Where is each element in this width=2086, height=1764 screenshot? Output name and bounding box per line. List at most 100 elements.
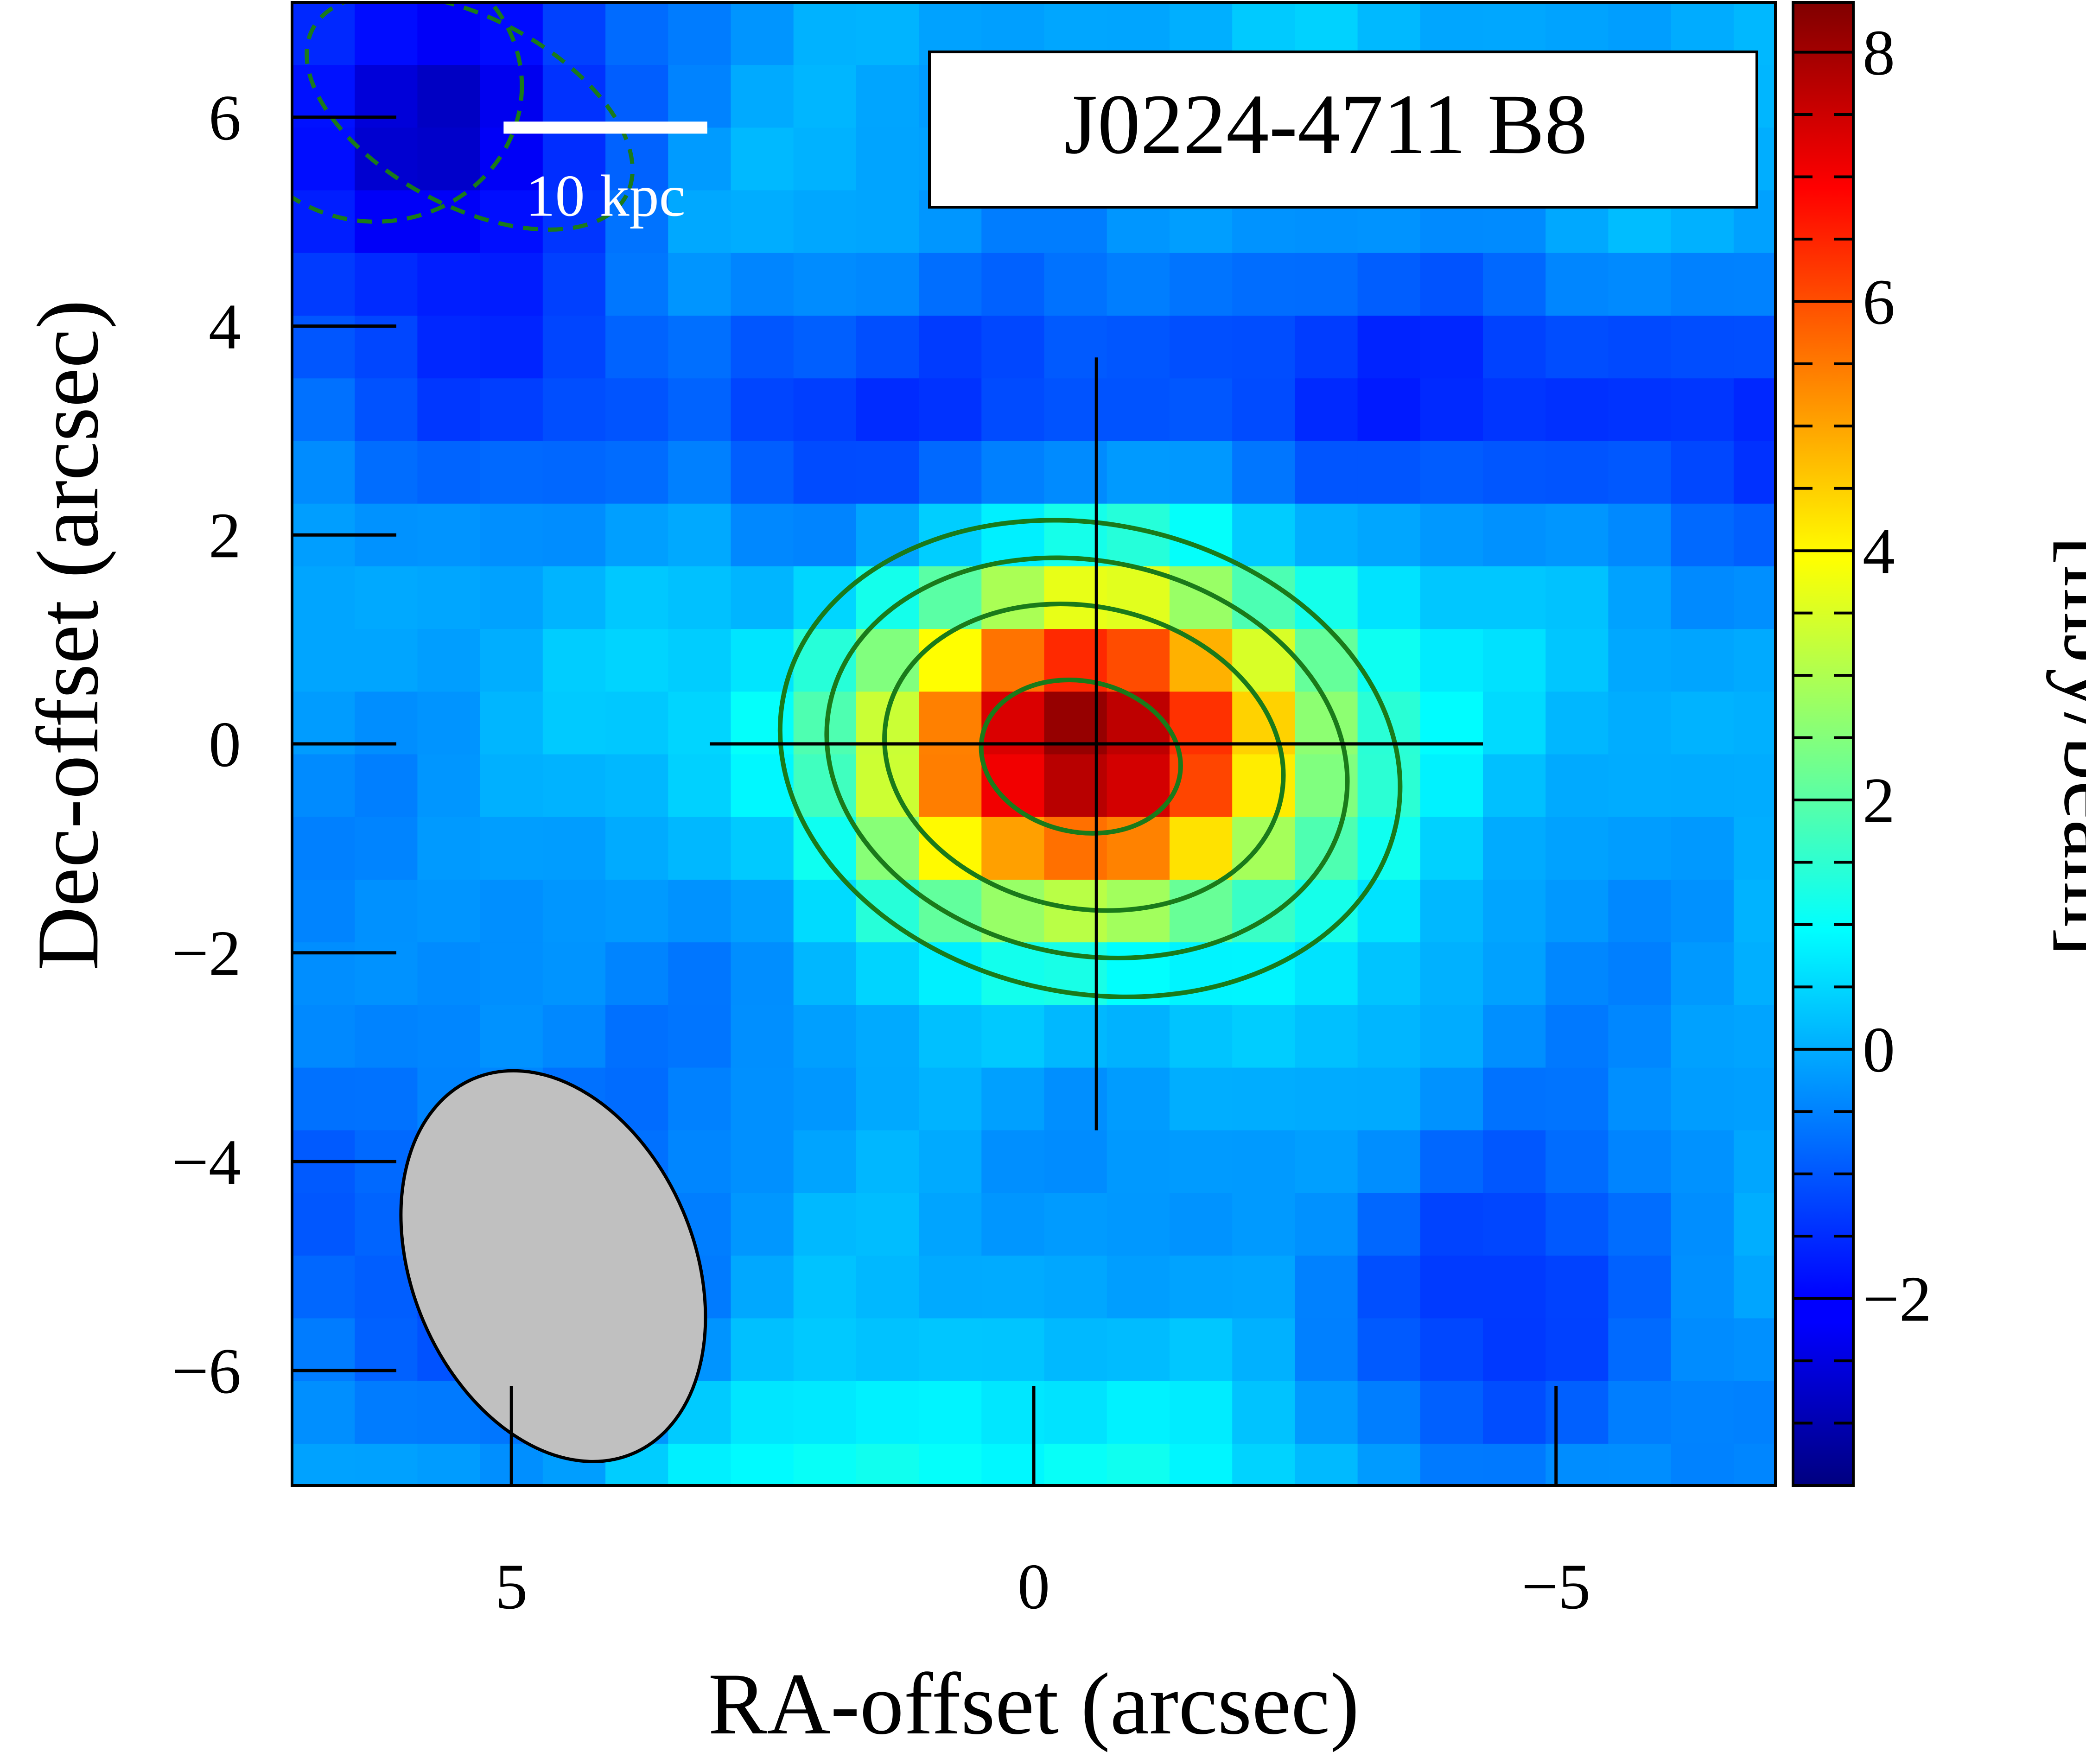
heatmap-cell xyxy=(1170,1005,1233,1068)
heatmap-cell xyxy=(668,1130,731,1193)
heatmap-cell xyxy=(292,253,356,316)
heatmap-cell xyxy=(919,1381,982,1444)
heatmap-cell xyxy=(731,190,794,254)
heatmap-cell xyxy=(1796,1506,1859,1569)
heatmap-cell xyxy=(793,1130,857,1193)
heatmap-cell xyxy=(417,378,481,442)
heatmap-cell xyxy=(981,1193,1045,1256)
heatmap-cell xyxy=(1357,503,1421,567)
heatmap-cell xyxy=(480,692,543,755)
heatmap-cell xyxy=(417,754,481,818)
heatmap-cell xyxy=(605,880,669,943)
heatmap-cell xyxy=(1357,566,1421,630)
heatmap-cell xyxy=(355,817,418,880)
heatmap-cell xyxy=(542,378,606,442)
heatmap-cell xyxy=(605,378,669,442)
heatmap-cell xyxy=(1483,692,1546,755)
heatmap-cell xyxy=(1295,1005,1358,1068)
heatmap-cell xyxy=(1733,378,1775,442)
heatmap-cell xyxy=(1420,1256,1483,1319)
heatmap-cell xyxy=(1232,378,1296,442)
heatmap-cell xyxy=(542,127,606,191)
heatmap-cell xyxy=(1357,1443,1421,1485)
heatmap-cell xyxy=(731,65,794,128)
heatmap-cell xyxy=(1232,1506,1295,1569)
heatmap-cell xyxy=(1671,253,1734,316)
plot-title-box-text: J0224-4711 B8 xyxy=(1064,77,1588,172)
heatmap-cell xyxy=(1357,629,1421,692)
heatmap-cell xyxy=(668,316,731,379)
heatmap-cell xyxy=(480,942,543,1006)
heatmap-cell xyxy=(292,629,356,692)
heatmap-cell xyxy=(542,754,606,818)
heatmap-cell xyxy=(793,880,857,943)
heatmap-cell xyxy=(1295,1130,1358,1193)
heatmap-cell xyxy=(1608,1506,1671,1569)
heatmap-cell xyxy=(1671,566,1734,630)
heatmap-cell xyxy=(793,253,857,316)
heatmap-cell xyxy=(1733,441,1775,504)
heatmap-cell xyxy=(731,1067,794,1131)
heatmap-cell xyxy=(1483,378,1546,442)
heatmap-cell xyxy=(1232,1130,1296,1193)
y-tick-label: 2 xyxy=(209,500,241,571)
heatmap-cell xyxy=(856,1443,920,1485)
x-axis-title: RA-offset (arcsec) xyxy=(708,1656,1360,1753)
heatmap-cell xyxy=(1357,378,1421,442)
heatmap-cell xyxy=(668,503,731,567)
heatmap-cell xyxy=(1483,1256,1546,1319)
heatmap-cell xyxy=(1295,503,1358,567)
heatmap-cell xyxy=(1733,1318,1775,1382)
colorbar-tick-label: −2 xyxy=(1863,1263,1932,1335)
heatmap-cell xyxy=(1483,253,1546,316)
heatmap-cell xyxy=(1733,942,1775,1006)
heatmap-cell xyxy=(1044,1256,1107,1319)
heatmap-cell xyxy=(1170,817,1233,880)
heatmap-cell xyxy=(1420,817,1483,880)
heatmap-cell xyxy=(856,942,920,1006)
heatmap-cell xyxy=(856,127,920,191)
heatmap-cell xyxy=(355,880,418,943)
heatmap-cell xyxy=(1170,253,1233,316)
heatmap-cell xyxy=(919,1067,982,1131)
y-axis-title: Dec-offset (arcsec) xyxy=(19,300,117,971)
heatmap-cell xyxy=(1357,316,1421,379)
heatmap-cell xyxy=(1733,1256,1775,1319)
heatmap-cell xyxy=(1295,1318,1358,1382)
heatmap-cell xyxy=(1671,880,1734,943)
heatmap-cell xyxy=(542,190,606,254)
heatmap-cell xyxy=(793,1256,857,1319)
contour-layer xyxy=(292,2,1403,999)
heatmap-cell xyxy=(1483,942,1546,1006)
heatmap-cell xyxy=(1107,1443,1170,1485)
heatmap-cell xyxy=(1107,378,1170,442)
heatmap-cell xyxy=(793,316,857,379)
heatmap-cell xyxy=(1420,1067,1483,1131)
heatmap-cell xyxy=(542,942,606,1006)
heatmap-cell xyxy=(1357,441,1421,504)
heatmap-cell xyxy=(1733,503,1775,567)
heatmap-cell xyxy=(1671,1005,1734,1068)
heatmap-cell xyxy=(417,880,481,943)
heatmap-cell xyxy=(1295,1506,1358,1569)
heatmap-cell xyxy=(1671,1193,1734,1256)
heatmap-cell xyxy=(731,503,794,567)
heatmap-cell xyxy=(543,1506,606,1569)
heatmap-cell xyxy=(1232,1381,1296,1444)
heatmap-cell xyxy=(794,1506,857,1569)
heatmap-cell xyxy=(292,1506,355,1569)
heatmap-cell xyxy=(542,629,606,692)
heatmap-cell xyxy=(1733,1443,1775,1485)
heatmap-cell xyxy=(1295,1443,1358,1485)
heatmap-cell xyxy=(731,253,794,316)
contour-negative xyxy=(292,2,524,224)
heatmap-cell xyxy=(480,316,543,379)
heatmap-cell xyxy=(1671,1381,1734,1444)
heatmap-cell xyxy=(793,1005,857,1068)
heatmap-cell xyxy=(1295,1256,1358,1319)
heatmap-cell xyxy=(1107,316,1170,379)
heatmap-cell xyxy=(1232,253,1296,316)
heatmap-cell xyxy=(1545,316,1609,379)
colorbar-gradient xyxy=(1792,1,1855,1487)
heatmap-cell xyxy=(1671,1506,1734,1569)
